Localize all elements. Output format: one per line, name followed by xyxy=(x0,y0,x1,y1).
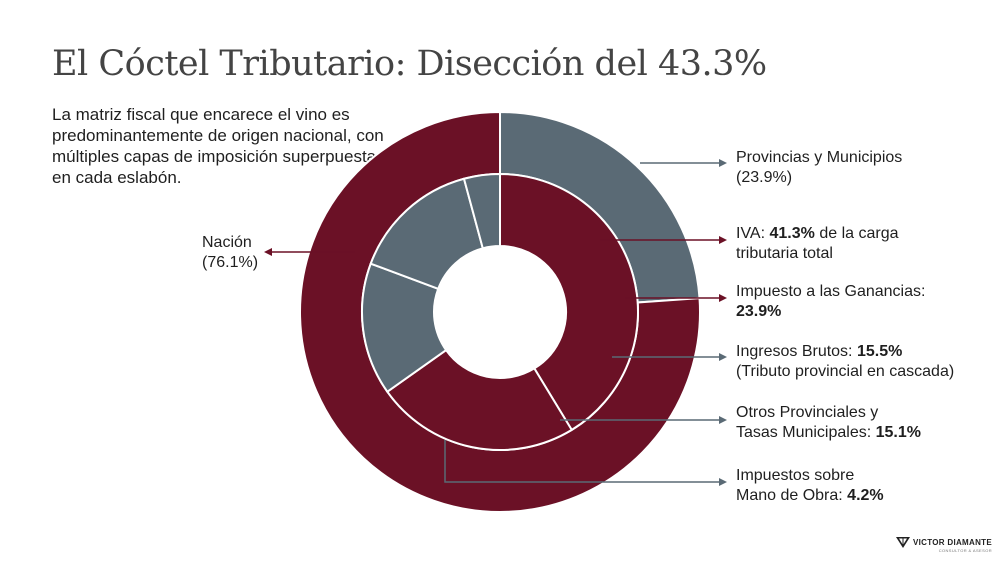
outer-ring xyxy=(299,110,701,513)
leader-arrow-nacion xyxy=(264,248,272,256)
logo-name: VICTOR DIAMANTE xyxy=(912,538,992,547)
inner-slice-impuestos-sobre-mano-de-obra xyxy=(462,172,501,250)
leader-arrow-provincias xyxy=(719,159,727,167)
diamond-logo-icon xyxy=(895,537,910,548)
brand-logo: VICTOR DIAMANTE CONSULTOR & ASESOR xyxy=(895,537,992,553)
inner-ring xyxy=(361,172,639,451)
leader-arrow-mano xyxy=(719,478,727,486)
label-otros-provinciales: Otros Provinciales y Tasas Municipales: … xyxy=(736,404,921,441)
leader-lines xyxy=(264,159,727,486)
label-mano-de-obra: Impuestos sobre Mano de Obra: 4.2% xyxy=(736,467,884,504)
label-iva: IVA: 41.3% de la carga tributaria total xyxy=(736,225,899,262)
label-ganancias: Impuesto a las Ganancias: 23.9% xyxy=(736,283,926,320)
leader-arrow-ganancias xyxy=(719,294,727,302)
inner-slice-iva xyxy=(499,172,639,432)
logo-tagline: CONSULTOR & ASESOR xyxy=(938,548,992,553)
leader-arrow-brutos xyxy=(719,353,727,361)
label-nacion: Nación (76.1%) xyxy=(202,234,259,271)
label-ingresos-brutos: Ingresos Brutos: 15.5% (Tributo provinci… xyxy=(736,343,955,380)
leader-arrow-iva xyxy=(719,236,727,244)
leader-line-mano xyxy=(444,440,722,483)
chart-title: El Cóctel Tributario: Disección del 43.3… xyxy=(52,44,767,84)
chart-subtitle: La matriz fiscal que encarece el vino es… xyxy=(52,105,385,187)
label-provincias: Provincias y Municipios (23.9%) xyxy=(736,149,903,186)
leader-arrow-otros xyxy=(719,416,727,424)
inner-slice-impuesto-a-las-ganancias xyxy=(385,348,574,451)
